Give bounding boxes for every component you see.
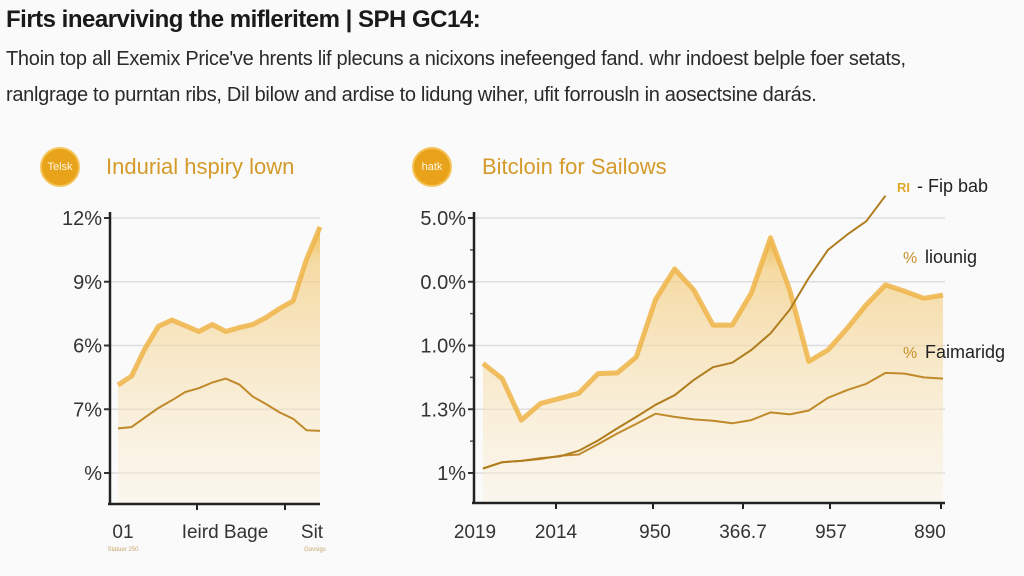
chart1-x-sublabel: Govsigs	[304, 547, 326, 553]
chart2-area-top-edge	[481, 235, 944, 423]
chart2-legend-marker-icon: %	[903, 345, 917, 362]
chart2-x-tick-label: 950	[639, 522, 671, 543]
chart1-area-top-edge	[116, 225, 323, 388]
chart1-x-sublabel: Statuer 250	[107, 547, 139, 553]
chart1-y-tick-label: 6%	[73, 336, 102, 358]
chart1-y-tick-label: 12%	[62, 208, 102, 230]
chart2-legend-label: liounig	[925, 247, 977, 267]
page-title: Firts inearviving the mifleritem | SPH G…	[6, 6, 481, 33]
chart1-line-series-1	[117, 377, 321, 432]
chart2-y-tick-label: 0.0%	[420, 272, 466, 294]
chart1-y-tick-label: %	[84, 463, 102, 485]
chart1-x-tick-label: Ieird Bage	[182, 522, 269, 543]
chart2-y-tick-label: 1.0%	[420, 336, 466, 358]
chart1-x-tick-label: Sit	[301, 522, 324, 543]
chart2-legend-marker-icon: RI	[897, 180, 910, 195]
chart1-x-tick-label: 01	[112, 522, 133, 543]
chart2-y-tick-label: 1%	[437, 463, 466, 485]
chart2-x-tick-label: 890	[914, 522, 946, 543]
chart2-title: Bitcloin for Sailows	[482, 154, 667, 179]
subtitle-line-2: ranlgrage to purntan ribs, Dil bilow and…	[6, 84, 817, 106]
chart2-x-tick-label: 366.7	[719, 522, 767, 543]
chart2-legend-label: Faimaridg	[925, 342, 1005, 362]
chart2-area-series	[483, 237, 943, 504]
chart2-legend-marker-icon: %	[903, 250, 917, 267]
chart1-y-tick-label: 9%	[73, 272, 102, 294]
chart1-area-series	[118, 226, 320, 504]
chart2-badge-icon: hatk	[412, 147, 452, 187]
chart2-line-series-2	[482, 195, 887, 470]
chart2-x-tick-label: 2019	[454, 522, 496, 543]
subtitle-line-1: Thoin top all Exemix Price've hrents lif…	[6, 48, 906, 70]
chart1-badge-icon: Telsk	[40, 147, 80, 187]
chart2-y-tick-label: 1.3%	[420, 399, 466, 421]
chart2-x-tick-label: 2014	[535, 522, 578, 543]
chart2-legend-label: - Fip bab	[917, 176, 988, 196]
chart2-y-tick-label: 5.0%	[420, 208, 466, 230]
chart1-y-tick-label: 7%	[73, 399, 102, 421]
chart2-x-tick-label: 957	[815, 522, 847, 543]
chart1-title: Indurial hspiry lown	[106, 154, 295, 179]
